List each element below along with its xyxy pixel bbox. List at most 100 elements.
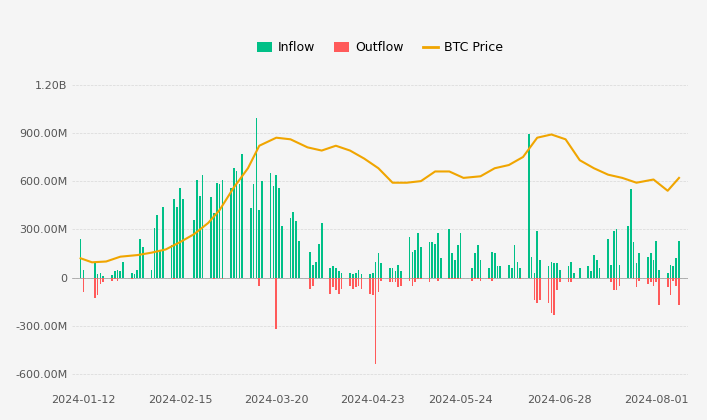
Bar [290,218,291,278]
Bar [514,245,515,278]
Bar [653,260,655,278]
Bar [156,215,158,278]
Bar [479,278,481,281]
Bar [94,262,95,278]
Bar [279,188,280,278]
Bar [103,276,104,278]
Bar [94,278,95,299]
Bar [496,266,498,278]
Bar [153,228,156,278]
Bar [221,278,223,279]
Bar [528,134,530,278]
Bar [117,270,118,278]
Bar [369,278,370,294]
Bar [636,278,637,287]
Bar [655,241,658,278]
Bar [375,278,376,365]
Bar [411,278,414,286]
Bar [539,278,541,300]
Bar [193,220,195,278]
Bar [437,278,439,281]
Bar [310,252,311,278]
Bar [428,242,431,278]
Bar [355,278,356,287]
Bar [672,266,674,278]
Bar [270,173,271,278]
Bar [559,270,561,278]
Bar [548,266,549,278]
Bar [488,268,490,278]
Bar [593,255,595,278]
Bar [650,278,652,282]
Bar [201,175,204,278]
Bar [508,265,510,278]
Bar [414,278,416,282]
Bar [409,237,411,278]
Bar [454,278,456,279]
Bar [151,270,153,278]
Bar [389,268,390,278]
Bar [613,231,614,278]
Bar [400,278,402,286]
Bar [136,270,138,278]
Bar [210,197,212,278]
Bar [460,233,462,278]
Bar [658,270,660,278]
Bar [321,223,322,278]
Bar [573,273,575,278]
Bar [378,253,379,278]
Bar [638,253,640,278]
Bar [259,210,260,278]
Bar [361,278,362,289]
Bar [332,266,334,278]
Bar [667,273,669,278]
Bar [400,271,402,278]
Bar [293,212,294,278]
Bar [235,171,238,278]
Bar [361,274,362,278]
Bar [500,266,501,278]
Bar [647,257,648,278]
Bar [335,268,337,278]
Bar [471,268,473,278]
Bar [610,278,612,282]
Bar [554,263,555,278]
Bar [111,275,112,278]
Bar [627,226,629,278]
Bar [262,181,263,278]
Bar [199,196,201,278]
Bar [647,278,648,284]
Bar [349,273,351,278]
Bar [182,199,184,278]
Bar [397,265,399,278]
Bar [537,278,538,303]
Bar [531,257,532,278]
Bar [318,244,320,278]
Bar [474,278,476,279]
Bar [556,263,558,278]
Bar [675,278,677,286]
Bar [650,253,652,278]
Bar [213,213,215,278]
Bar [111,278,112,281]
Bar [678,241,680,278]
Bar [358,278,359,286]
Bar [520,268,521,278]
Bar [341,278,342,289]
Bar [392,278,393,282]
Bar [556,278,558,291]
Bar [131,278,132,279]
Bar [670,265,672,278]
Bar [375,262,376,278]
Legend: Inflow, Outflow, BTC Price: Inflow, Outflow, BTC Price [252,36,508,59]
Bar [431,242,433,278]
Bar [332,278,334,287]
Bar [83,270,84,278]
Bar [352,278,354,289]
Bar [571,278,572,282]
Bar [162,207,164,278]
Bar [414,250,416,278]
Bar [607,239,609,278]
Bar [457,278,459,279]
Bar [142,247,144,278]
